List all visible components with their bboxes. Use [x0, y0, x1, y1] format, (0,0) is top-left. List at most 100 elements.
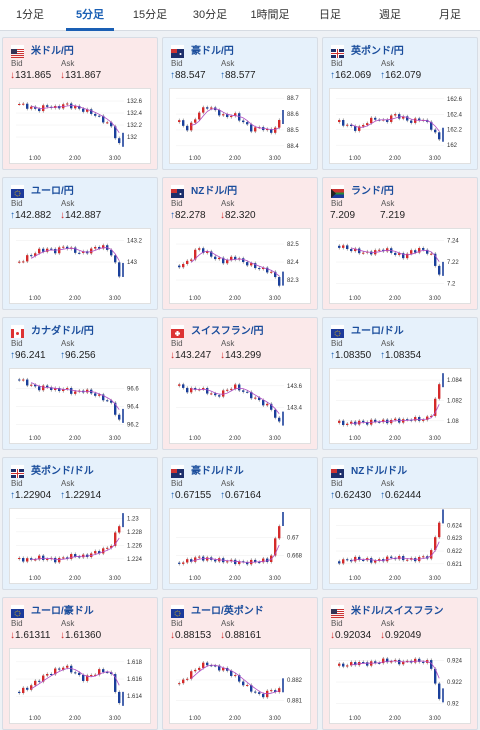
mini-candle-chart[interactable]: 132.6 132.4 132.2 132 1:00 2:00 3:00 — [9, 88, 151, 164]
candle-body — [78, 672, 81, 675]
candle-body — [94, 393, 97, 396]
rate-card[interactable]: 米ドル/円 Bid Ask ↓131.865 ↓131.867 132.6 132.4 132… — [2, 37, 158, 170]
bid-label: Bid — [171, 339, 183, 348]
pair-name[interactable]: ユーロ/英ポンド — [191, 605, 264, 617]
tab-5[interactable]: 日足 — [319, 9, 341, 21]
pair-name[interactable]: ユーロ/豪ドル — [31, 605, 94, 617]
tab-6[interactable]: 週足 — [379, 9, 401, 21]
rate-card[interactable]: スイスフラン/円 Bid Ask ↓143.247 ↓143.299 143.6 143.4… — [162, 317, 318, 450]
rate-card[interactable]: ユーロ/ドル Bid Ask ↑1.08350 ↑1.08354 1.084 1.082 1.… — [322, 317, 478, 450]
mini-candle-chart[interactable]: 0.67 0.668 1:00 2:00 3:00 — [169, 508, 311, 584]
candle-body — [46, 673, 49, 676]
candle-body — [186, 260, 189, 264]
pair-name[interactable]: 米ドル/スイスフラン — [351, 605, 444, 617]
mini-candle-chart[interactable]: 88.7 88.6 88.5 88.4 1:00 2:00 3:00 — [169, 88, 311, 164]
mini-candle-chart[interactable]: 7.24 7.22 7.2 1:00 2:00 3:00 — [329, 228, 471, 304]
rate-card[interactable]: 豪ドル/ドル Bid Ask ↑0.67155 ↑0.67164 0.67 0.668 1:0… — [162, 457, 318, 590]
rate-card[interactable]: 米ドル/スイスフラン Bid Ask ↓0.92034 ↓0.92049 0.924 0.9… — [322, 597, 478, 730]
candle-body — [190, 122, 193, 131]
pair-name[interactable]: NZドル/ドル — [351, 465, 408, 477]
tab-4[interactable]: 1時間足 — [250, 9, 290, 21]
candle-body — [58, 247, 61, 254]
candle-body — [98, 394, 101, 396]
x-tick-label: 1:00 — [189, 716, 201, 722]
tab-0[interactable]: 1分足 — [15, 9, 45, 21]
mini-candle-chart[interactable]: 0.624 0.623 0.622 0.621 1:00 2:00 3:00 — [329, 508, 471, 584]
x-tick-label: 2:00 — [389, 296, 401, 302]
rate-card[interactable]: 英ポンド/ドル Bid Ask ↑1.22904 ↑1.22914 1.23 1.228 1.… — [2, 457, 158, 590]
candle-body — [438, 132, 441, 140]
rate-card[interactable]: NZドル/円 Bid Ask ↑82.278 ↓82.320 82.5 82.4 82.3 1:… — [162, 177, 318, 310]
candle-body — [354, 556, 357, 562]
candle-body — [346, 245, 349, 250]
candle-body — [102, 669, 105, 673]
pair-name[interactable]: ユーロ/円 — [31, 185, 74, 197]
card-header: 豪ドル/ドル — [171, 462, 244, 478]
candle-body — [434, 668, 437, 684]
rate-card[interactable]: 英ポンド/円 Bid Ask ↑162.069 ↑162.079 162.6 162.4 16… — [322, 37, 478, 170]
candle-body — [438, 265, 441, 275]
tab-3[interactable]: 30分足 — [192, 9, 228, 21]
candle-body — [266, 267, 269, 273]
candle-body — [114, 126, 117, 139]
x-tick-label: 2:00 — [69, 576, 81, 582]
mini-candle-chart[interactable]: 143.2 143 1:00 2:00 3:00 — [9, 228, 151, 304]
candle-body — [202, 662, 205, 668]
mini-candle-chart[interactable]: 1.618 1.616 1.614 1:00 2:00 3:00 — [9, 648, 151, 724]
rate-card[interactable]: カナダドル/円 Bid Ask ↑96.241 ↑96.256 96.6 96.4 96.2 1… — [2, 317, 158, 450]
pair-name[interactable]: カナダドル/円 — [31, 325, 94, 337]
rate-card[interactable]: ランド/円 Bid Ask 7.209 7.219 7.24 7.22 7.2 1:00 2:00… — [322, 177, 478, 310]
pair-name[interactable]: 豪ドル/ドル — [191, 465, 244, 477]
x-tick-label: 2:00 — [69, 716, 81, 722]
candle-body — [402, 116, 405, 119]
rate-card[interactable]: NZドル/ドル Bid Ask ↑0.62430 ↑0.62444 0.624 0.623 0… — [322, 457, 478, 590]
y-tick-label: 1.616 — [127, 677, 143, 683]
pair-name[interactable]: NZドル/円 — [191, 185, 238, 197]
bid-value: ↑0.67155 — [170, 490, 211, 501]
candle-body — [274, 127, 277, 133]
pair-name[interactable]: 英ポンド/円 — [351, 45, 404, 57]
pair-name[interactable]: ランド/円 — [351, 185, 394, 197]
mini-candle-chart[interactable]: 1.084 1.082 1.08 1:00 2:00 3:00 — [329, 368, 471, 444]
candle-body — [78, 252, 81, 254]
candle-body — [178, 562, 181, 564]
mini-candle-chart[interactable]: 143.6 143.4 1:00 2:00 3:00 — [169, 368, 311, 444]
card-header: NZドル/円 — [171, 182, 238, 198]
rate-card[interactable]: ユーロ/英ポンド Bid Ask ↓0.88153 ↓0.88161 0.882 0.881… — [162, 597, 318, 730]
mini-candle-chart[interactable]: 82.5 82.4 82.3 1:00 2:00 3:00 — [169, 228, 311, 304]
mini-candle-chart[interactable]: 1.23 1.228 1.226 1.224 1:00 2:00 3:00 — [9, 508, 151, 584]
tab-2[interactable]: 15分足 — [132, 9, 168, 21]
chart-svg: 0.924 0.922 0.92 1:00 2:00 3:00 — [336, 656, 463, 722]
mini-candle-chart[interactable]: 0.882 0.881 1:00 2:00 3:00 — [169, 648, 311, 724]
candle-body — [242, 258, 245, 263]
pair-name[interactable]: 米ドル/円 — [31, 45, 74, 57]
mini-candle-chart[interactable]: 0.924 0.922 0.92 1:00 2:00 3:00 — [329, 648, 471, 724]
pair-name[interactable]: スイスフラン/円 — [191, 325, 264, 337]
candle-body — [18, 379, 21, 381]
chart-svg: 143.2 143 1:00 2:00 3:00 — [16, 238, 143, 302]
y-tick-label: 7.24 — [447, 238, 459, 244]
pair-name[interactable]: ユーロ/ドル — [351, 325, 404, 337]
bid-number: 1.61311 — [15, 630, 51, 641]
pair-name[interactable]: 英ポンド/ドル — [31, 465, 94, 477]
mini-candle-chart[interactable]: 162.6 162.4 162.2 162 1:00 2:00 3:00 — [329, 88, 471, 164]
rate-card[interactable]: ユーロ/円 Bid Ask ↑142.882 ↓142.887 143.2 143 1:00 2… — [2, 177, 158, 310]
rate-card[interactable]: 豪ドル/円 Bid Ask ↑88.547 ↑88.577 88.7 88.6 88.5 88.… — [162, 37, 318, 170]
candle-body — [110, 400, 113, 403]
candle-body — [206, 251, 209, 253]
candle-body — [202, 107, 205, 113]
bid-value: ↑1.22904 — [10, 490, 51, 501]
pair-name[interactable]: 豪ドル/円 — [191, 45, 234, 57]
moving-average-line — [351, 541, 440, 562]
candle-body — [250, 391, 253, 399]
tab-7[interactable]: 月足 — [439, 9, 461, 21]
bid-label: Bid — [171, 619, 183, 628]
rate-card[interactable]: ユーロ/豪ドル Bid Ask ↓1.61311 ↓1.61360 1.618 1.616 1… — [2, 597, 158, 730]
candle-body — [30, 255, 33, 257]
mini-candle-chart[interactable]: 96.6 96.4 96.2 1:00 2:00 3:00 — [9, 368, 151, 444]
tab-1[interactable]: 5分足 — [60, 0, 120, 31]
candle-body — [434, 129, 437, 133]
card-header: 英ポンド/ドル — [11, 462, 94, 478]
ask-number: 96.256 — [65, 350, 96, 361]
candle-body — [210, 393, 213, 395]
